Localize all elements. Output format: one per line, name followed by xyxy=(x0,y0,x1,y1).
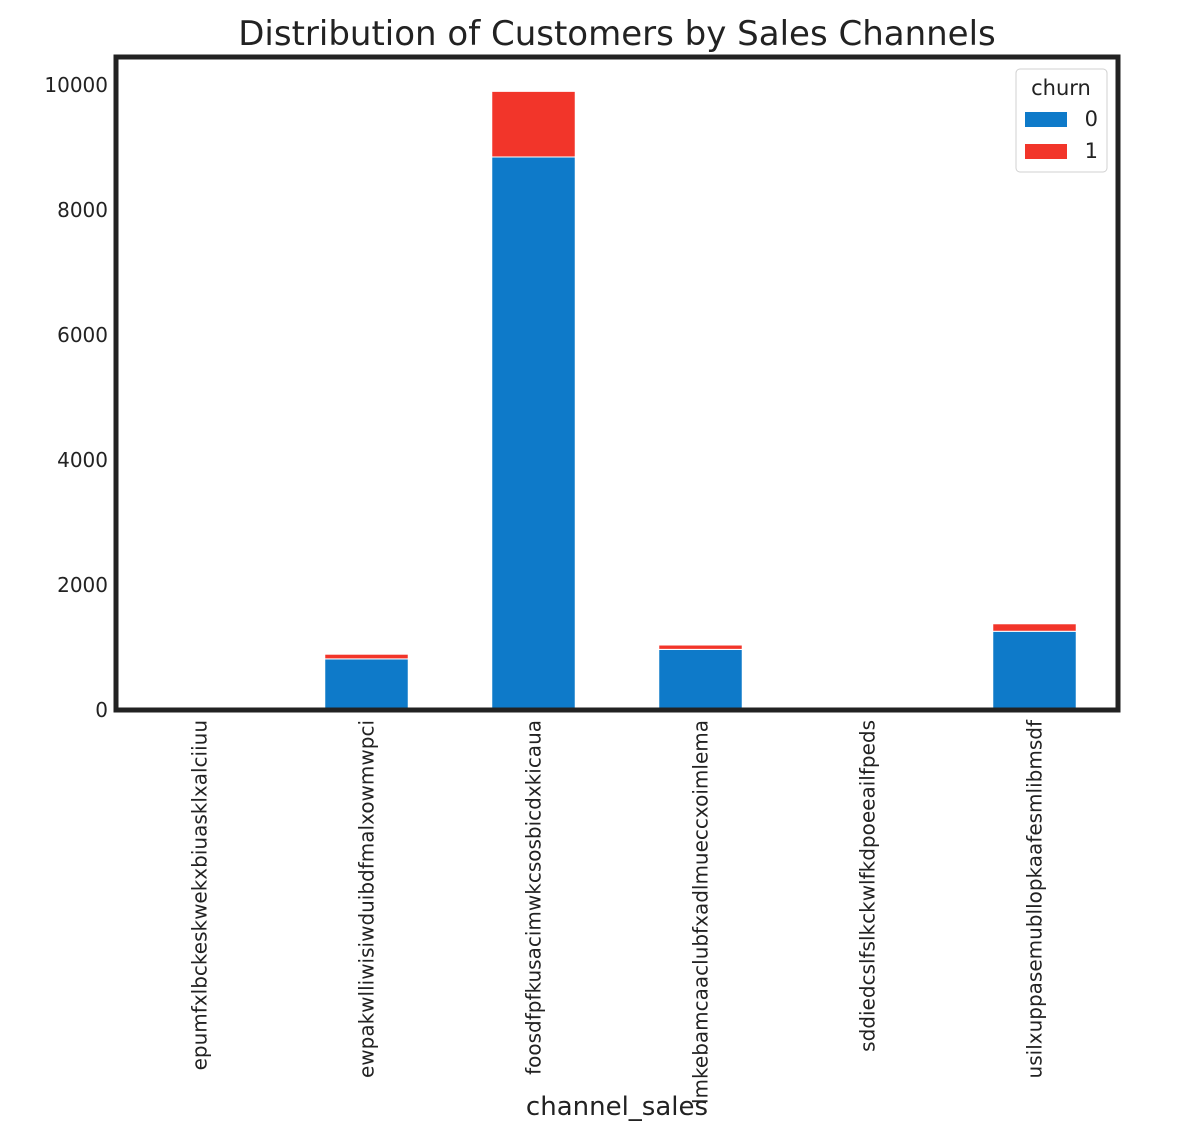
legend-label-0: 0 xyxy=(1085,107,1098,131)
y-tick-label: 4000 xyxy=(57,448,108,472)
y-tick-label: 6000 xyxy=(57,323,108,347)
bar-3-series-1 xyxy=(492,91,576,157)
bar-4-series-1 xyxy=(659,645,743,649)
bar-6-series-1 xyxy=(993,624,1077,632)
y-axis-ticks: 0 2000 4000 6000 8000 10000 xyxy=(44,73,108,722)
y-tick-label: 10000 xyxy=(44,73,108,97)
bar-2-series-1 xyxy=(325,654,409,659)
legend-swatch-0 xyxy=(1025,112,1067,127)
legend-label-1: 1 xyxy=(1085,139,1098,163)
x-tick-label: foosdfpfkusacimwkcsosbicdxkicaua xyxy=(522,720,546,1075)
bar-6-series-0 xyxy=(993,631,1077,710)
bars-layer xyxy=(158,91,1077,710)
x-tick-label: usilxuppasemubllopkaafesmlibmsdf xyxy=(1023,719,1047,1078)
x-tick-label: lmkebamcaaclubfxadlmueccxoimlema xyxy=(689,720,713,1104)
plot-frame xyxy=(116,57,1118,710)
y-tick-label: 8000 xyxy=(57,198,108,222)
x-axis-label: channel_sales xyxy=(526,1092,708,1122)
x-tick-label: ewpakwlliwisiwduibdfmalxowmwpci xyxy=(355,720,379,1078)
bar-3-series-0 xyxy=(492,157,576,710)
y-tick-label: 0 xyxy=(95,698,108,722)
y-tick-label: 2000 xyxy=(57,573,108,597)
x-tick-label: epumfxlbckeskwekxbiuasklxalciiuu xyxy=(188,720,212,1070)
bar-2-series-0 xyxy=(325,659,409,710)
legend-title: churn xyxy=(1031,76,1091,100)
x-tick-label: sddiedcslfslkckwlfkdpoeeailfpeds xyxy=(856,720,880,1052)
chart-title: Distribution of Customers by Sales Chann… xyxy=(238,14,996,54)
bar-4-series-0 xyxy=(659,649,743,710)
legend: churn 0 1 xyxy=(1016,69,1107,172)
legend-swatch-1 xyxy=(1025,144,1067,159)
x-axis-ticks: epumfxlbckeskwekxbiuasklxalciiuu ewpakwll… xyxy=(188,719,1047,1104)
